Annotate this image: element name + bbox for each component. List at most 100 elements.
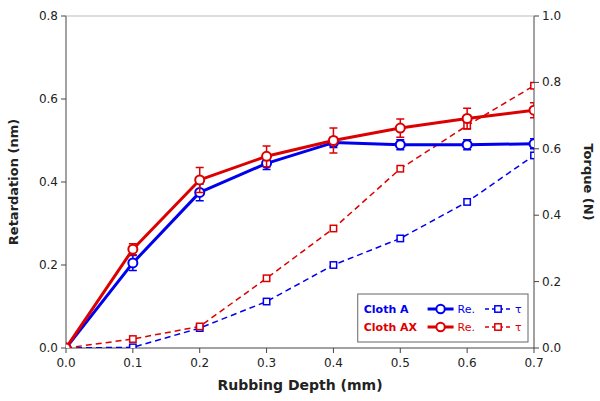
series-line [66, 155, 534, 348]
series [66, 152, 534, 348]
data-point [396, 124, 405, 133]
y2-tick-label: 0.6 [542, 142, 561, 156]
error-bar [530, 103, 534, 118]
legend-marker [495, 306, 501, 312]
y2-tick [534, 348, 539, 349]
data-point [397, 235, 403, 241]
y-tick [61, 99, 66, 100]
data-point [330, 225, 336, 231]
data-point [530, 106, 535, 115]
legend-label: τ [515, 321, 522, 334]
error-bar [463, 108, 471, 129]
error-bar [396, 119, 404, 137]
legend: Cloth A Cloth AX Re. τ Re. τ [358, 294, 528, 342]
y-tick-label: 0.4 [39, 175, 58, 189]
data-point [197, 323, 203, 329]
data-point [463, 114, 472, 123]
top-frame-line [66, 16, 534, 17]
data-point [130, 336, 136, 342]
y2-axis-line [534, 16, 535, 348]
y2-tick-label: 0.2 [542, 275, 561, 289]
legend-marker [495, 324, 501, 330]
error-bar [129, 255, 137, 270]
y-tick-label: 0.6 [39, 92, 58, 106]
y2-tick-label: 0.4 [542, 208, 561, 222]
x-tick [333, 348, 334, 353]
data-point [130, 344, 136, 348]
error-bar [263, 146, 271, 167]
series [66, 138, 534, 348]
data-point [464, 199, 470, 205]
x-tick [199, 348, 200, 353]
data-point [262, 152, 271, 161]
x-tick-label: 0.7 [524, 356, 543, 370]
y2-tick [534, 16, 539, 17]
data-point [397, 166, 403, 172]
y2-tick-label: 0.0 [542, 341, 561, 355]
x-tick [66, 348, 67, 353]
y-tick [61, 348, 66, 349]
x-tick [132, 348, 133, 353]
series-line [66, 143, 534, 348]
series [66, 83, 534, 348]
data-point [195, 175, 204, 184]
x-tick-label: 0.2 [190, 356, 209, 370]
x-tick-label: 0.3 [257, 356, 276, 370]
data-point [330, 262, 336, 268]
x-tick [266, 348, 267, 353]
legend-label: Re. [458, 321, 475, 334]
x-tick-label: 0.4 [324, 356, 343, 370]
x-tick-label: 0.0 [56, 356, 75, 370]
x-tick-label: 0.1 [123, 356, 142, 370]
x-tick-label: 0.5 [391, 356, 410, 370]
y2-tick [534, 148, 539, 149]
x-axis-label: Rubbing Depth (mm) [217, 377, 382, 393]
error-bar [129, 244, 137, 255]
legend-label: τ [515, 303, 522, 316]
y2-tick [534, 281, 539, 282]
series [66, 103, 534, 348]
axes: 0.00.10.20.30.40.50.60.70.00.20.40.60.80… [39, 9, 561, 370]
x-tick-label: 0.6 [458, 356, 477, 370]
y-tick-label: 0.2 [39, 258, 58, 272]
error-bar [463, 140, 471, 150]
data-point [66, 344, 71, 349]
data-point [531, 152, 534, 158]
legend-label: Re. [458, 303, 475, 316]
data-point [463, 140, 472, 149]
data-point [531, 83, 534, 89]
y-tick [61, 265, 66, 266]
data-point [263, 275, 269, 281]
data-point [263, 298, 269, 304]
y-axis-label: Retardation (nm) [6, 119, 21, 245]
data-point [396, 140, 405, 149]
y2-axis-label: Torque (N) [581, 143, 596, 220]
error-bar [396, 140, 404, 150]
legend-marker [436, 323, 444, 331]
plot-area [66, 83, 534, 348]
y2-tick-label: 1.0 [542, 9, 561, 23]
data-point [128, 245, 137, 254]
error-bar [196, 167, 204, 192]
data-point [128, 258, 137, 267]
series-line [66, 86, 534, 348]
y-tick-label: 0.8 [39, 9, 58, 23]
x-tick [467, 348, 468, 353]
series-line [66, 110, 534, 348]
chart: 0.00.10.20.30.40.50.60.70.00.20.40.60.80… [0, 0, 600, 401]
data-point [66, 344, 71, 349]
legend-marker [436, 305, 444, 313]
y-tick [61, 16, 66, 17]
y2-tick [534, 82, 539, 83]
x-tick [534, 348, 535, 353]
y2-tick-label: 0.8 [542, 75, 561, 89]
error-bar [329, 128, 337, 153]
data-point [329, 136, 338, 145]
data-point [530, 139, 535, 148]
annotation: Cloth AX [364, 321, 418, 334]
legend-box [358, 294, 528, 342]
x-tick [400, 348, 401, 353]
error-bar [530, 139, 534, 149]
y2-tick [534, 215, 539, 216]
annotation: Cloth A [364, 303, 409, 316]
